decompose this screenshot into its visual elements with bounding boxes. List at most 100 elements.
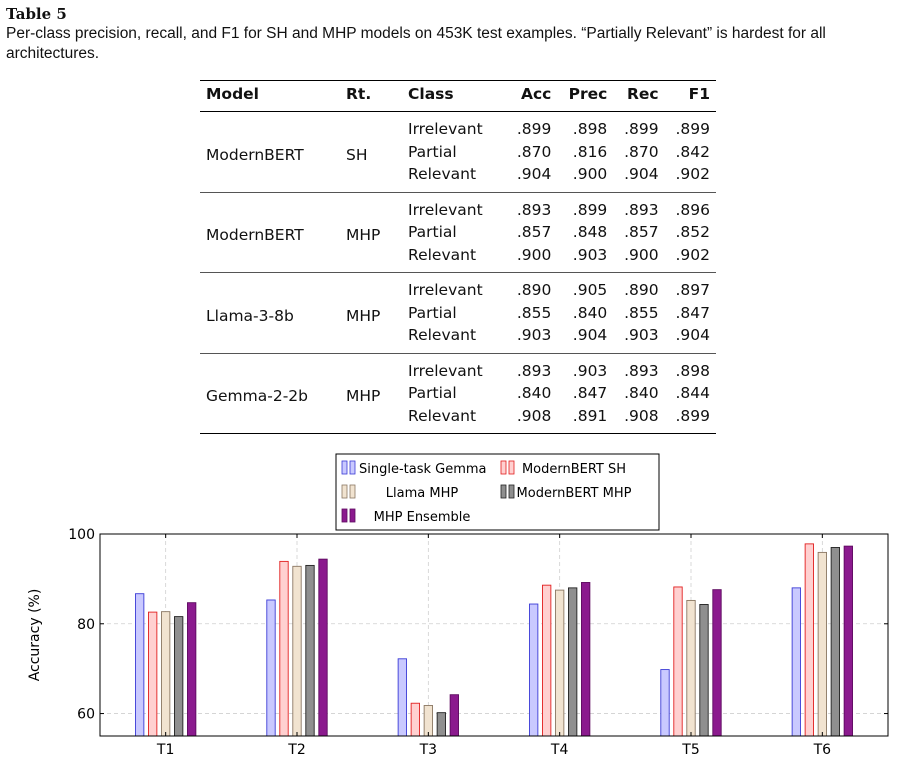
legend-label: ModernBERT MHP xyxy=(517,486,632,501)
table-group: Gemma-2-2b MHP Irrelevant .893 .903 .893… xyxy=(200,353,716,434)
class-cell: Partial xyxy=(408,303,457,322)
header-acc: Acc xyxy=(520,85,552,103)
bar xyxy=(187,602,197,737)
legend-swatch xyxy=(349,460,356,475)
acc-cell: .904 xyxy=(516,165,552,183)
class-cell: Relevant xyxy=(408,326,477,344)
rec-cell: .900 xyxy=(624,245,659,264)
bar xyxy=(660,669,670,737)
legend-label: Llama MHP xyxy=(386,486,459,501)
acc-cell: .857 xyxy=(516,223,552,241)
rec-cell: .904 xyxy=(624,165,659,183)
bar xyxy=(843,545,853,737)
table-group: ModernBERT MHP Irrelevant .893 .899 .893… xyxy=(200,192,716,273)
bar xyxy=(135,593,145,737)
table-row: ModernBERT SH Irrelevant .899 .898 .899 … xyxy=(200,112,716,164)
bar xyxy=(686,599,696,737)
rec-cell: .855 xyxy=(624,303,659,322)
bar xyxy=(397,658,407,737)
class-cell: Irrelevant xyxy=(408,281,483,299)
acc-cell: .855 xyxy=(516,303,552,322)
bar xyxy=(161,611,171,737)
legend-swatch xyxy=(349,484,356,499)
table-row: Partial .855 .840 .855 .847 xyxy=(200,302,716,325)
header-rec: Rec xyxy=(626,85,659,103)
prec-cell: .904 xyxy=(572,326,608,344)
bar xyxy=(423,705,433,737)
class-cell: Partial xyxy=(408,223,457,241)
bar xyxy=(791,587,801,737)
model-cell: ModernBERT xyxy=(206,145,304,164)
bar xyxy=(542,584,552,737)
prec-cell: .903 xyxy=(572,361,608,380)
route-cell: MHP xyxy=(346,306,381,325)
bar xyxy=(318,558,328,737)
table-row: Relevant .904 .900 .904 .902 xyxy=(200,163,716,192)
f1-cell: .852 xyxy=(675,223,710,241)
table-description: Per-class precision, recall, and F1 for … xyxy=(6,25,826,62)
y-axis-label: Accuracy (%) xyxy=(27,589,43,682)
acc-cell: .893 xyxy=(516,361,552,380)
route-cell: SH xyxy=(346,145,368,164)
rec-cell: .890 xyxy=(624,281,659,299)
acc-cell: .903 xyxy=(516,326,552,344)
x-tick-label: T1 xyxy=(156,742,174,758)
prec-cell: .898 xyxy=(572,120,608,138)
table-row: Llama-3-8b MHP Irrelevant .890 .905 .890… xyxy=(200,273,716,325)
acc-cell: .890 xyxy=(516,281,552,299)
class-cell: Partial xyxy=(408,384,457,402)
legend-swatch xyxy=(500,484,507,499)
rec-cell: .870 xyxy=(624,142,659,161)
x-tick-label: T3 xyxy=(419,742,437,758)
bar xyxy=(305,564,315,737)
f1-cell: .842 xyxy=(675,142,710,161)
x-tick-label: T2 xyxy=(287,742,305,758)
table-group: ModernBERT SH Irrelevant .899 .898 .899 … xyxy=(200,112,716,192)
acc-cell: .840 xyxy=(516,384,552,402)
legend-swatch xyxy=(349,508,356,523)
acc-cell: .870 xyxy=(516,142,552,161)
rec-cell: .893 xyxy=(624,200,659,219)
model-cell: ModernBERT xyxy=(206,226,304,244)
x-tick-label: T5 xyxy=(681,742,699,758)
f1-cell: .847 xyxy=(675,303,710,322)
legend-swatch xyxy=(508,460,515,475)
bar xyxy=(174,616,184,737)
f1-cell: .902 xyxy=(675,165,710,183)
bar xyxy=(555,589,565,737)
bar xyxy=(266,599,276,737)
table-row: Gemma-2-2b MHP Irrelevant .893 .903 .893… xyxy=(200,353,716,406)
legend-swatch xyxy=(508,484,515,499)
model-cell: Llama-3-8b xyxy=(206,306,294,325)
prec-cell: .840 xyxy=(572,303,608,322)
bar xyxy=(712,589,722,737)
prec-cell: .900 xyxy=(572,165,608,183)
table-header-row: Model Rt. Class Acc Prec Rec F1 xyxy=(200,80,716,112)
header-rt: Rt. xyxy=(346,85,372,103)
table-caption: Table 5 Per-class precision, recall, and… xyxy=(6,4,911,64)
prec-cell: .903 xyxy=(572,245,608,264)
class-cell: Relevant xyxy=(408,165,477,183)
acc-cell: .908 xyxy=(516,406,552,425)
table-row: Relevant .903 .904 .903 .904 xyxy=(200,324,716,353)
prec-cell: .848 xyxy=(572,223,608,241)
header-class: Class xyxy=(408,85,454,103)
x-tick-label: T6 xyxy=(813,742,832,758)
class-cell: Irrelevant xyxy=(408,361,483,380)
legend-swatch xyxy=(341,484,348,499)
legend-swatch xyxy=(341,508,348,523)
class-cell: Relevant xyxy=(408,245,477,264)
rec-cell: .908 xyxy=(624,406,659,425)
prec-cell: .905 xyxy=(572,281,608,299)
class-cell: Irrelevant xyxy=(408,200,483,219)
acc-cell: .893 xyxy=(516,200,552,219)
bar xyxy=(804,543,814,737)
acc-cell: .899 xyxy=(516,120,552,138)
legend-box xyxy=(335,453,660,531)
table-row: ModernBERT MHP Irrelevant .893 .899 .893… xyxy=(200,192,716,245)
plot-frame xyxy=(99,533,889,737)
bar xyxy=(568,587,578,737)
table-row: Relevant .900 .903 .900 .902 xyxy=(200,244,716,273)
rec-cell: .840 xyxy=(624,384,659,402)
bar xyxy=(673,586,683,737)
